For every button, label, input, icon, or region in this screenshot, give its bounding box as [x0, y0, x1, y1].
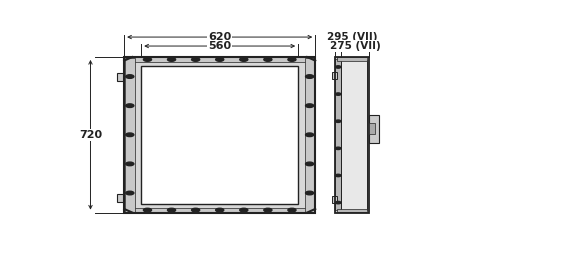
Circle shape: [306, 104, 314, 107]
Circle shape: [306, 191, 314, 195]
Bar: [124, 57, 316, 213]
Circle shape: [335, 93, 341, 95]
Circle shape: [335, 174, 341, 177]
Circle shape: [240, 208, 248, 212]
Bar: [124, 57, 316, 213]
Circle shape: [126, 104, 134, 107]
Bar: [142, 66, 298, 204]
Circle shape: [168, 208, 176, 212]
Circle shape: [335, 66, 341, 68]
Bar: [337, 209, 367, 212]
Circle shape: [306, 75, 314, 78]
Circle shape: [288, 208, 296, 212]
Text: 275 (VII): 275 (VII): [329, 41, 380, 51]
Circle shape: [335, 120, 341, 123]
Circle shape: [264, 208, 272, 212]
Bar: [117, 73, 124, 81]
Bar: [369, 115, 379, 143]
Circle shape: [288, 58, 296, 61]
Circle shape: [126, 162, 134, 166]
Circle shape: [126, 133, 134, 136]
Circle shape: [335, 147, 341, 149]
Circle shape: [216, 58, 224, 61]
Bar: [305, 58, 314, 212]
Text: 620: 620: [208, 32, 231, 42]
Circle shape: [143, 208, 151, 212]
Circle shape: [126, 191, 134, 195]
Circle shape: [216, 208, 224, 212]
Bar: [335, 57, 369, 213]
Circle shape: [306, 162, 314, 166]
Text: 560: 560: [208, 41, 231, 51]
Circle shape: [335, 202, 341, 204]
Bar: [337, 57, 367, 61]
Bar: [117, 194, 124, 202]
Circle shape: [306, 133, 314, 136]
Bar: [335, 57, 369, 213]
Bar: [335, 59, 341, 210]
Circle shape: [168, 58, 176, 61]
Text: 720: 720: [79, 130, 102, 140]
Bar: [126, 57, 313, 62]
Bar: [332, 196, 337, 203]
Circle shape: [240, 58, 248, 61]
Bar: [126, 207, 313, 212]
Circle shape: [264, 58, 272, 61]
Bar: [125, 58, 136, 212]
Bar: [341, 60, 367, 210]
Circle shape: [143, 58, 151, 61]
Text: 295 (VII): 295 (VII): [327, 32, 378, 42]
Bar: [369, 123, 375, 134]
Circle shape: [191, 58, 200, 61]
Circle shape: [191, 208, 200, 212]
Circle shape: [126, 75, 134, 78]
Bar: [332, 72, 337, 79]
